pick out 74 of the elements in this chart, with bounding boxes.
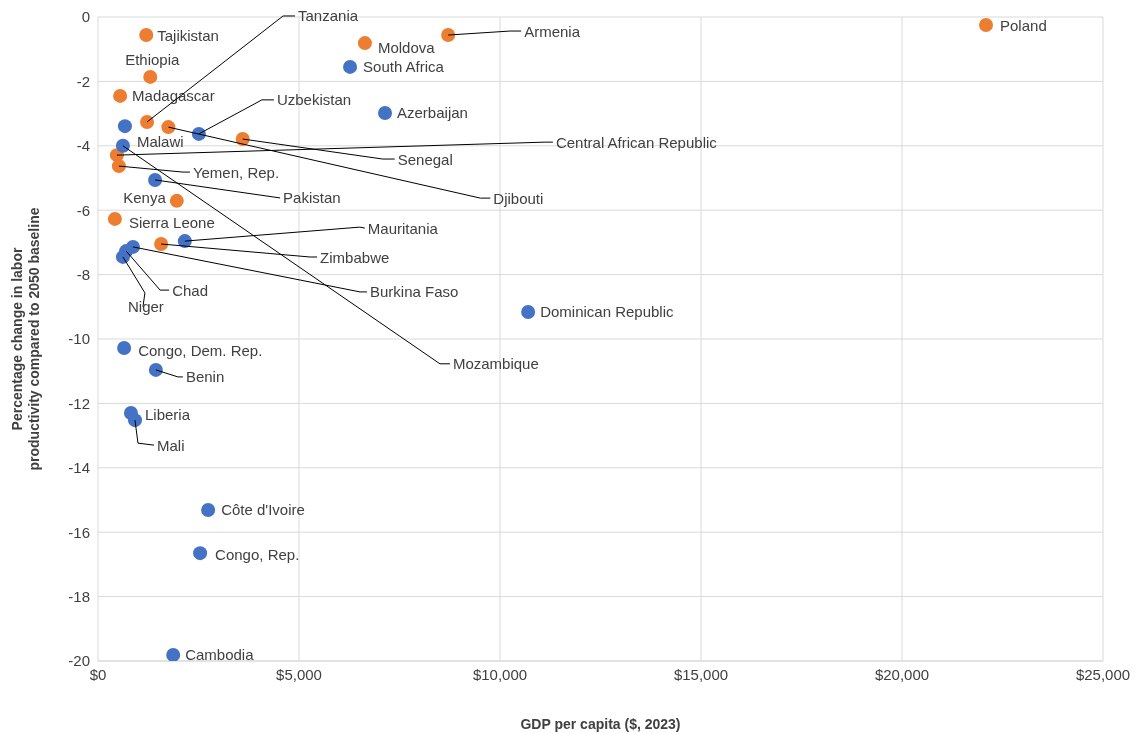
annotation: Zimbabwe [320, 248, 390, 266]
annotation: Poland [1000, 16, 1047, 34]
point [521, 304, 536, 319]
annotation: Central African Republic [555, 133, 718, 151]
annotation: Mauritania [367, 219, 439, 237]
point [166, 647, 181, 661]
x-tick-label: $25,000 [1075, 665, 1131, 683]
point [127, 413, 142, 428]
y-tick-label: -16 [68, 523, 90, 541]
annotation: Chad [172, 281, 208, 299]
point [117, 119, 132, 134]
point [441, 28, 456, 43]
point [148, 172, 163, 187]
point [140, 114, 155, 129]
annotation: Mozambique [452, 355, 539, 373]
annotation: Kenya [123, 189, 167, 207]
annotation: Armenia [524, 22, 581, 40]
annotation: Mali [156, 436, 185, 454]
y-tick-label: -2 [76, 72, 90, 90]
point [113, 88, 128, 103]
annotation: Benin [185, 368, 225, 386]
annotation: Burkina Faso [369, 283, 459, 301]
annotation: Tajikistan [157, 26, 219, 44]
y-tick-label: -20 [68, 652, 90, 670]
point [115, 138, 130, 153]
y-tick-label: -4 [76, 137, 90, 155]
annotation: Niger [127, 298, 164, 316]
x-tick-label: $20,000 [874, 665, 930, 683]
annotation: Ethiopia [125, 51, 181, 69]
y-tick-label: -14 [68, 459, 90, 477]
annotation: Azerbaijan [397, 104, 468, 122]
point [201, 502, 216, 517]
y-tick-label: -12 [68, 394, 90, 412]
x-axis-title: GDP per capita ($, 2023) [520, 716, 681, 732]
annotation: Liberia [144, 405, 191, 423]
point [193, 546, 208, 561]
annotation: Côte d'Ivoire [221, 501, 305, 519]
y-tick-label: -8 [76, 265, 90, 283]
point [111, 159, 126, 174]
point [343, 59, 358, 74]
annotation: Uzbekistan [276, 91, 352, 109]
point [154, 237, 169, 252]
point [148, 362, 163, 377]
annotation: Congo, Dem. Rep. [138, 341, 263, 359]
annotation: Pakistan [283, 189, 341, 207]
point [979, 18, 994, 33]
point [169, 193, 184, 208]
annotation: South Africa [363, 58, 445, 76]
y-tick-label: -10 [68, 330, 90, 348]
annotation: Tanzania [298, 7, 359, 25]
point [139, 28, 154, 43]
point [117, 341, 132, 356]
annotation: Moldova [377, 38, 436, 56]
point [378, 105, 393, 120]
point [107, 211, 122, 226]
annotation: Malawi [136, 132, 184, 150]
y-tick-label: 0 [81, 8, 90, 26]
annotation: Djibouti [493, 189, 544, 207]
annotation: Yemen, Rep. [192, 163, 280, 181]
annotation: Senegal [397, 150, 453, 168]
annotation: Congo, Rep. [215, 545, 300, 563]
y-tick-label: -6 [76, 201, 90, 219]
annotation: Dominican Republic [540, 303, 675, 321]
annotation: Sierra Leone [128, 214, 215, 232]
x-tick-label: $15,000 [673, 665, 729, 683]
y-tick-label: -18 [68, 587, 90, 605]
x-tick-label: $5,000 [276, 665, 322, 683]
annotation: Cambodia [185, 646, 255, 664]
point [161, 120, 176, 135]
y-axis-title: Percentage change in labor productivity compared to 2050 baseline [9, 207, 42, 471]
x-tick-label: $10,000 [472, 665, 528, 683]
point [143, 69, 158, 84]
point [357, 36, 372, 51]
x-tick-label: $0 [89, 665, 107, 683]
